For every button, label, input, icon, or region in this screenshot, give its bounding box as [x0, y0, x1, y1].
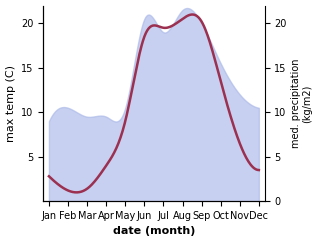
Y-axis label: max temp (C): max temp (C) [5, 65, 16, 142]
X-axis label: date (month): date (month) [113, 227, 195, 236]
Y-axis label: med. precipitation
(kg/m2): med. precipitation (kg/m2) [291, 59, 313, 148]
